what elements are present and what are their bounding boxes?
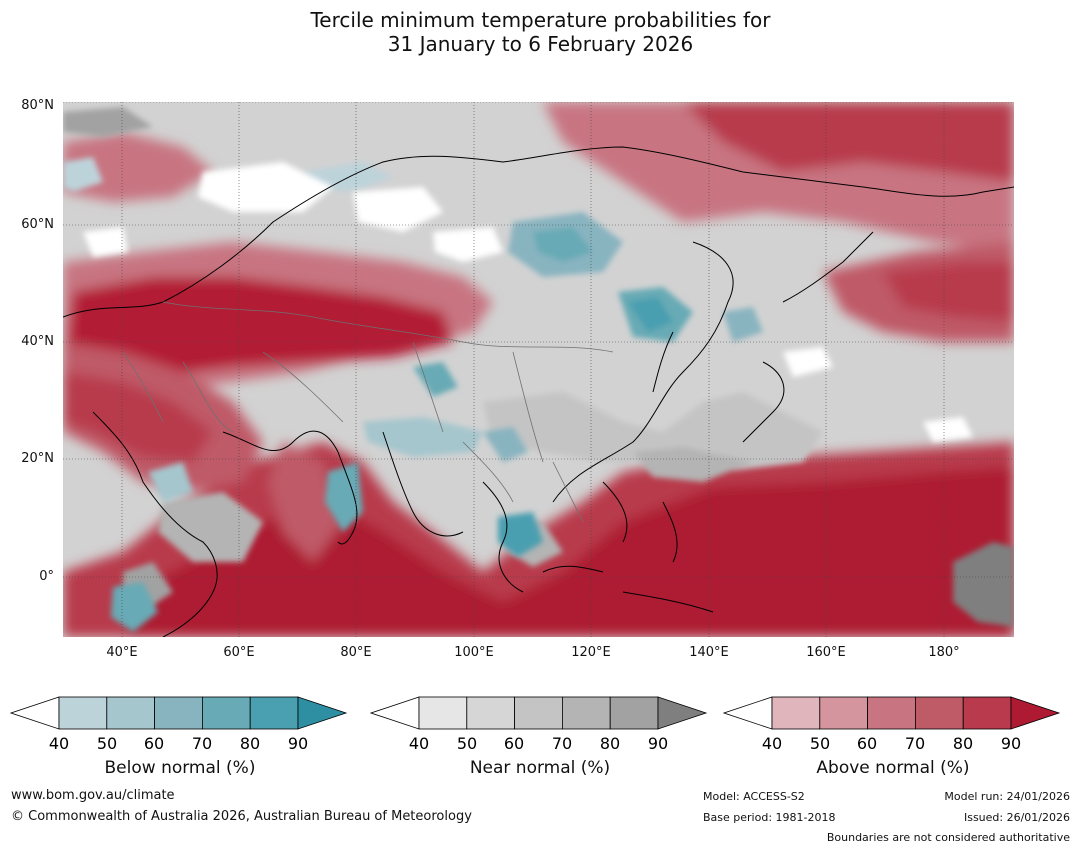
above-normal-colorbar: 40 50 60 70 80 90 (723, 696, 1061, 753)
probability-map (63, 102, 1014, 637)
website-text: www.bom.gov.au/climate (11, 788, 175, 803)
base-period-text: Base period: 1981-2018 (703, 811, 836, 824)
near-colorbar-cell (609, 696, 659, 730)
disclaimer-text: Boundaries are not considered authoritat… (826, 831, 1070, 844)
near-tick-50: 50 (457, 734, 477, 753)
country-boundaries (122, 301, 614, 523)
above-tick-90: 90 (1001, 734, 1021, 753)
near-tick-60: 60 (504, 734, 524, 753)
near-colorbar-over-triangle (657, 696, 708, 730)
lat-label-40n: 40°N (21, 334, 54, 349)
above-colorbar-under-triangle (723, 696, 773, 730)
near-tick-70: 70 (552, 734, 572, 753)
title-line-2: 31 January to 6 February 2026 (387, 32, 694, 56)
near-normal-colorbar: 40 50 60 70 80 90 (370, 696, 708, 753)
above-colorbar-cell (867, 696, 916, 730)
above-colorbar-cell (771, 696, 821, 730)
below-tick-80: 80 (240, 734, 260, 753)
above-tick-60: 60 (857, 734, 877, 753)
below-colorbar-under-triangle (10, 696, 60, 730)
white-areas (83, 162, 973, 442)
lon-label-140e: 140°E (689, 645, 729, 660)
lat-label-60n: 60°N (21, 217, 54, 232)
coastlines (63, 146, 1014, 637)
near-colorbar-cell (514, 696, 563, 730)
above-tick-70: 70 (905, 734, 925, 753)
chart-title: Tercile minimum temperature probabilitie… (0, 8, 1081, 56)
lon-label-160e: 160°E (806, 645, 846, 660)
below-tick-70: 70 (192, 734, 212, 753)
near-colorbar-cell (466, 696, 516, 730)
below-normal-label: Below normal (%) (104, 758, 256, 778)
model-run-text: Model run: 24/01/2026 (944, 790, 1070, 803)
copyright-text: © Commonwealth of Australia 2026, Austra… (11, 809, 472, 824)
below-colorbar-cell (249, 696, 299, 730)
issued-text: Issued: 26/01/2026 (963, 811, 1070, 824)
lon-label-60e: 60°E (223, 645, 255, 660)
above-tick-50: 50 (810, 734, 830, 753)
lon-label-40e: 40°E (106, 645, 138, 660)
below-colorbar-over-triangle (297, 696, 348, 730)
lat-label-80n: 80°N (21, 98, 54, 113)
below-colorbar-cell (106, 696, 156, 730)
near-colorbar-under-triangle (370, 696, 420, 730)
lat-label-20n: 20°N (21, 451, 54, 466)
lat-label-0: 0° (39, 569, 54, 584)
above-colorbar-cell (962, 696, 1012, 730)
model-text: Model: ACCESS-S2 (703, 790, 805, 803)
below-colorbar-cell (58, 696, 108, 730)
above-colorbar-cell (819, 696, 869, 730)
above-colorbar-over-triangle (1010, 696, 1061, 730)
above-normal-label: Above normal (%) (816, 758, 970, 778)
below-normal-colorbar: 40 50 60 70 80 90 (10, 696, 348, 753)
above-tick-80: 80 (953, 734, 973, 753)
lon-label-80e: 80°E (340, 645, 372, 660)
title-line-1: Tercile minimum temperature probabilitie… (310, 8, 771, 32)
below-tick-60: 60 (144, 734, 164, 753)
below-tick-50: 50 (97, 734, 117, 753)
below-normal-areas (63, 157, 763, 632)
near-colorbar-cell (561, 696, 611, 730)
below-tick-40: 40 (49, 734, 69, 753)
lon-label-120e: 120°E (571, 645, 611, 660)
near-normal-label: Near normal (%) (469, 758, 611, 778)
near-tick-40: 40 (409, 734, 429, 753)
below-tick-90: 90 (288, 734, 308, 753)
near-tick-90: 90 (648, 734, 668, 753)
near-tick-80: 80 (600, 734, 620, 753)
below-colorbar-cell (201, 696, 251, 730)
graticule (63, 102, 1014, 637)
lon-label-180: 180° (928, 645, 960, 660)
near-colorbar-cell (418, 696, 468, 730)
above-tick-40: 40 (762, 734, 782, 753)
below-colorbar-cell (154, 696, 203, 730)
above-colorbar-cell (914, 696, 964, 730)
lon-label-100e: 100°E (454, 645, 494, 660)
